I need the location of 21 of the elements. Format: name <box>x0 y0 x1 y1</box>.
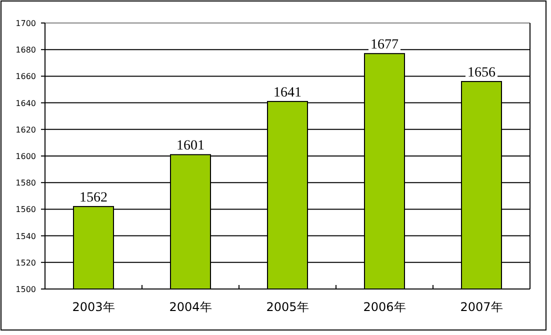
y-tick-label: 1580 <box>16 178 36 188</box>
data-label: 1677 <box>370 38 398 53</box>
x-tick-label: 2007年 <box>460 300 503 314</box>
y-tick-label: 1700 <box>16 19 36 28</box>
data-label: 1656 <box>468 66 496 81</box>
data-label: 1641 <box>274 85 302 100</box>
y-tick-label: 1520 <box>16 258 36 268</box>
y-tick-label: 1600 <box>16 152 36 161</box>
x-tick-label: 2006年 <box>363 300 406 314</box>
y-tick-label: 1640 <box>16 98 36 108</box>
y-tick-label: 1620 <box>16 125 36 134</box>
x-tick-label: 2005年 <box>266 300 309 314</box>
data-label: 1562 <box>80 190 108 206</box>
x-tick-label: 2004年 <box>169 300 212 314</box>
y-tick-label: 1540 <box>16 232 36 241</box>
x-tick-label: 2003年 <box>72 300 115 314</box>
data-label: 1601 <box>176 138 204 154</box>
y-tick-label: 1660 <box>16 72 36 82</box>
y-tick-label: 1560 <box>16 205 36 214</box>
y-tick-label: 1500 <box>16 285 36 294</box>
y-tick-label: 1680 <box>16 46 36 55</box>
